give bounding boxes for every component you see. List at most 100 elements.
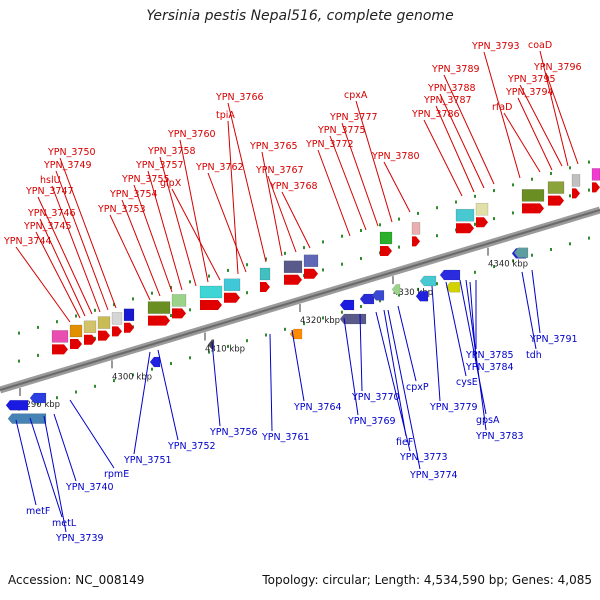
reverse-gene-arrow [371, 290, 385, 301]
label-leader-forward [159, 156, 197, 287]
tick-label: 4330 kbp [393, 288, 433, 298]
track-dot [284, 251, 286, 255]
label-leader-forward [317, 149, 351, 237]
label-leader-forward [15, 246, 71, 323]
track-dot [322, 240, 324, 244]
track-dot [94, 384, 96, 388]
reverse-gene-arrow [359, 293, 375, 305]
track-dot [56, 396, 58, 400]
gene-label-reverse: YPN_3785 [465, 350, 514, 361]
label-leader-reverse [445, 281, 467, 377]
track-dot [18, 359, 20, 363]
track-dot [132, 297, 134, 301]
track-dot [265, 257, 267, 261]
track-dot [493, 189, 495, 193]
track-dot [189, 356, 191, 360]
forward-gene-block [379, 231, 393, 245]
gene-label-forward: YPN_3786 [411, 109, 460, 120]
label-leader-forward [483, 51, 521, 179]
forward-gene-block [111, 312, 123, 325]
track-dot [303, 246, 305, 250]
forward-gene-block [223, 278, 241, 292]
figure-title: Yersinia pestis Nepal516, complete genom… [146, 8, 454, 24]
label-leader-reverse [269, 333, 273, 432]
forward-gene-block [571, 174, 581, 187]
forward-gene-block [69, 324, 83, 338]
gene-label-reverse: metF [26, 506, 50, 517]
forward-gene-block [51, 330, 69, 343]
gene-label-forward: YPN_3755 [121, 174, 170, 185]
gene-label-reverse: YPN_3739 [55, 533, 104, 544]
label-leader-forward [207, 172, 247, 273]
track-dot [436, 206, 438, 210]
gene-label-forward: rfaD [492, 102, 512, 113]
label-leader-reverse [397, 305, 417, 382]
forward-gene-arrow [148, 315, 170, 326]
gene-label-reverse: rpmE [104, 469, 129, 480]
label-leader-forward [227, 102, 267, 263]
label-leader-forward [51, 185, 101, 313]
forward-gene-block [591, 168, 600, 181]
forward-gene-arrow [412, 236, 420, 247]
forward-gene-block [83, 320, 97, 334]
track-dot [550, 172, 552, 175]
track-dot [417, 211, 419, 215]
track-dot [474, 194, 476, 198]
forward-gene-arrow [84, 334, 96, 345]
label-leader-reverse [375, 311, 411, 452]
gene-label-reverse: YPN_3756 [209, 427, 258, 438]
label-leader-forward [39, 218, 86, 317]
track-dot [189, 308, 191, 312]
track-dot [284, 327, 286, 331]
reverse-gene-arrow [7, 413, 47, 424]
track-dot [227, 268, 229, 272]
track-dot [208, 350, 210, 354]
forward-gene-arrow [284, 274, 302, 285]
track-dot [493, 265, 495, 269]
track-dot [94, 308, 96, 312]
forward-gene-block [97, 316, 111, 329]
label-leader-reverse [469, 281, 477, 362]
label-leader-reverse [15, 419, 37, 506]
gene-label-forward: cpxA [344, 90, 368, 101]
gene-label-forward: YPN_3750 [47, 147, 96, 158]
label-leader-forward [329, 135, 367, 231]
track-dot [246, 263, 248, 267]
forward-gene-block [259, 267, 271, 281]
reverse-gene-arrow [339, 299, 355, 311]
gene-label-reverse: cysE [456, 377, 478, 388]
gene-label-forward: YPN_3762 [195, 162, 244, 173]
forward-gene-block [199, 285, 223, 299]
gene-label-forward: YPN_3796 [533, 62, 582, 73]
gene-label-forward: YPN_3780 [371, 151, 420, 162]
gene-label-reverse: YPN_3761 [261, 432, 310, 443]
track-dot [455, 200, 457, 204]
label-leader-forward [519, 84, 563, 167]
track-dot [512, 211, 514, 215]
gene-label-forward: YPN_3758 [147, 146, 196, 157]
label-leader-forward [539, 50, 569, 167]
label-leader-forward [147, 170, 183, 291]
gene-label-forward: YPN_3753 [97, 204, 146, 215]
track-dot [588, 160, 590, 164]
forward-gene-block [171, 294, 187, 307]
label-leader-forward [435, 105, 475, 193]
forward-gene-block [411, 222, 421, 235]
label-leader-forward [261, 151, 283, 257]
track-dot [151, 367, 153, 371]
gene-label-reverse: YPN_3783 [475, 431, 524, 442]
track-dot [398, 245, 400, 249]
gene-label-reverse: YPN_3764 [293, 402, 342, 413]
gene-label-forward: tpiA [216, 110, 235, 121]
track-dot [569, 242, 571, 246]
gene-label-reverse: YPN_3752 [167, 441, 216, 452]
label-leader-forward [59, 157, 117, 309]
track-dot [569, 194, 571, 198]
track-dot [531, 253, 533, 257]
track-dot [227, 344, 229, 348]
gene-label-forward: hslU [40, 175, 61, 186]
track-dot [569, 166, 571, 170]
label-leader-forward [55, 170, 109, 311]
forward-gene-arrow [124, 322, 134, 333]
